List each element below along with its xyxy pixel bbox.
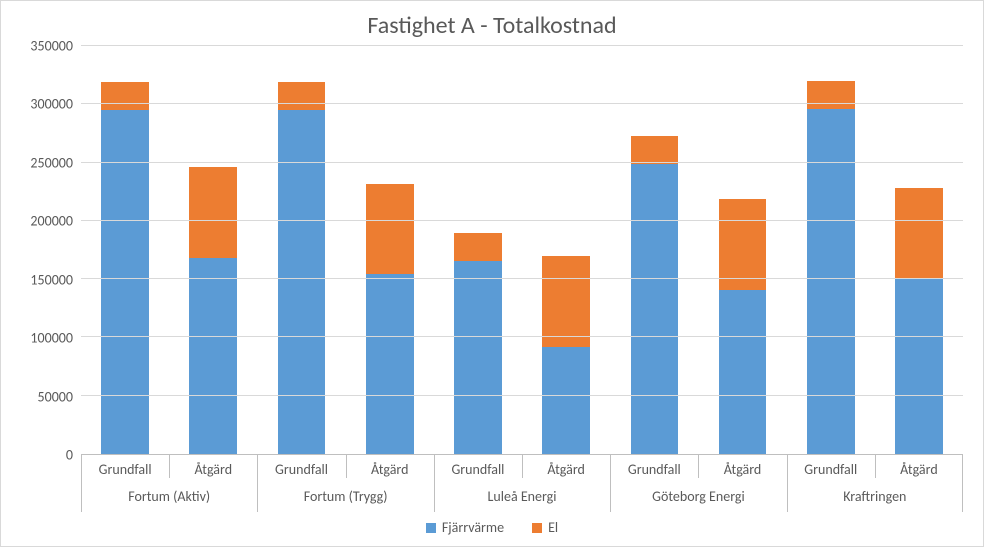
- bar-subgroup: [610, 46, 698, 454]
- stacked-bar: [454, 46, 502, 454]
- gridline: [81, 336, 963, 337]
- stacked-bar: [631, 46, 679, 454]
- stacked-bar: [101, 46, 149, 454]
- gridline: [81, 45, 963, 46]
- bar-groups: [81, 46, 963, 454]
- x-sub-label: Åtgärd: [346, 461, 434, 478]
- x-sub-label: Åtgärd: [522, 461, 610, 478]
- y-tick-label: 100000: [30, 330, 73, 347]
- bar-segment: [719, 290, 767, 454]
- bar-group: [81, 46, 257, 454]
- bar-group: [610, 46, 786, 454]
- legend-swatch: [532, 523, 542, 533]
- bar-segment: [542, 347, 590, 454]
- y-tick-label: 150000: [30, 271, 73, 288]
- x-sub-label: Grundfall: [434, 461, 522, 478]
- bar-subgroup: [257, 46, 345, 454]
- x-sub-label: Grundfall: [787, 461, 875, 478]
- bar-segment: [454, 233, 502, 261]
- stacked-bar: [807, 46, 855, 454]
- y-tick-label: 0: [66, 447, 73, 464]
- legend-item: Fjärrvärme: [426, 519, 504, 536]
- bar-segment: [189, 258, 237, 454]
- bar-subgroup: [787, 46, 875, 454]
- bar-group: [787, 46, 963, 454]
- y-tick-label: 350000: [30, 38, 73, 55]
- stacked-bar: [366, 46, 414, 454]
- x-group-labels: Fortum (Aktiv)Fortum (Trygg)Luleå Energi…: [81, 482, 963, 511]
- y-tick-label: 50000: [38, 388, 73, 405]
- stacked-bar: [719, 46, 767, 454]
- bar-subgroup: [698, 46, 786, 454]
- bar-subgroup: [81, 46, 169, 454]
- chart-title: Fastighet A - Totalkostnad: [1, 11, 983, 40]
- x-group-label: Fortum (Aktiv): [81, 482, 257, 511]
- bar-subgroup: [522, 46, 610, 454]
- gridline: [81, 395, 963, 396]
- bar-segment: [895, 279, 943, 454]
- x-group-label: Fortum (Trygg): [257, 482, 433, 511]
- x-sub-label: Åtgärd: [698, 461, 786, 478]
- x-sub-label: Grundfall: [81, 461, 169, 478]
- gridline: [81, 278, 963, 279]
- bar-segment: [189, 167, 237, 258]
- x-group-label: Göteborg Energi: [610, 482, 786, 511]
- stacked-bar: [542, 46, 590, 454]
- x-sub-label: Åtgärd: [875, 461, 963, 478]
- gridline: [81, 162, 963, 163]
- bar-segment: [454, 261, 502, 455]
- x-sub-label: Grundfall: [610, 461, 698, 478]
- stacked-bar: [895, 46, 943, 454]
- x-axis-row: GrundfallÅtgärdGrundfallÅtgärdGrundfallÅ…: [1, 455, 983, 511]
- stacked-bar: [189, 46, 237, 454]
- x-group-label: Kraftringen: [787, 482, 963, 511]
- bar-segment: [542, 256, 590, 347]
- legend-label: Fjärrvärme: [442, 519, 504, 536]
- stacked-bar: [278, 46, 326, 454]
- bar-group: [257, 46, 433, 454]
- chart-frame: Fastighet A - Totalkostnad 0 50000 100000 1…: [0, 0, 984, 547]
- legend: Fjärrvärme El: [1, 511, 983, 546]
- bar-segment: [366, 274, 414, 454]
- bar-subgroup: [434, 46, 522, 454]
- plot-row: 0500001000001500002000002500003000003500…: [1, 46, 983, 455]
- bar-segment: [631, 164, 679, 454]
- bar-subgroup: [169, 46, 257, 454]
- bar-segment: [278, 82, 326, 110]
- y-tick-label: 300000: [30, 96, 73, 113]
- bar-segment: [719, 199, 767, 290]
- bar-segment: [895, 188, 943, 279]
- y-tick-label: 200000: [30, 213, 73, 230]
- bar-segment: [807, 81, 855, 109]
- y-axis: 0500001000001500002000002500003000003500…: [1, 46, 81, 455]
- gridline: [81, 220, 963, 221]
- legend-item: El: [532, 519, 558, 536]
- bar-segment: [366, 184, 414, 275]
- legend-label: El: [548, 519, 558, 536]
- bar-group: [434, 46, 610, 454]
- x-sub-label: Grundfall: [257, 461, 345, 478]
- bar-segment: [101, 82, 149, 110]
- x-group-label: Luleå Energi: [434, 482, 610, 511]
- legend-swatch: [426, 523, 436, 533]
- x-sub-label: Åtgärd: [169, 461, 257, 478]
- bar-segment: [631, 136, 679, 164]
- bar-subgroup: [346, 46, 434, 454]
- plot-area: [81, 46, 963, 455]
- y-tick-label: 250000: [30, 154, 73, 171]
- gridline: [81, 103, 963, 104]
- bar-subgroup: [875, 46, 963, 454]
